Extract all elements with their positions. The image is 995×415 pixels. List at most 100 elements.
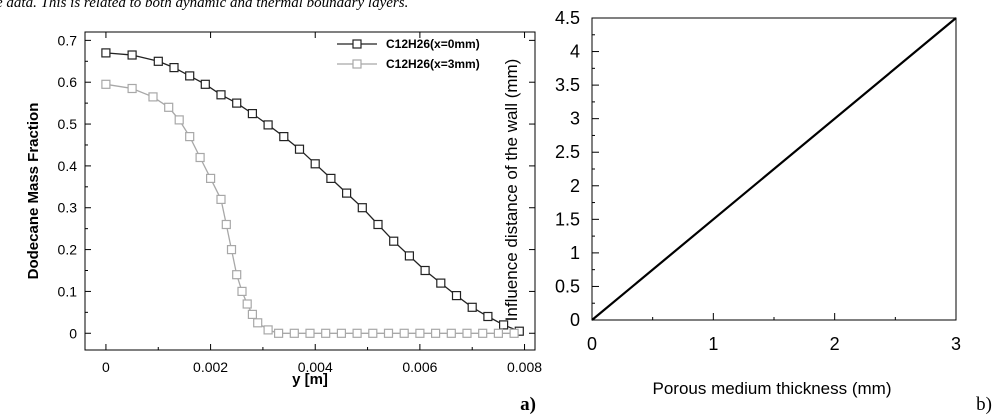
x-tick-label-a: 0 [102,359,110,375]
data-point-marker-a [294,144,305,154]
data-point-marker-a [185,71,195,81]
data-point-marker-a [127,83,137,94]
y-tick-label-b: 0 [570,310,580,330]
legend-label-a: C12H26(x=3mm) [386,57,480,71]
data-point-marker-a [263,120,273,130]
data-point-marker-a [226,245,237,255]
data-point-marker-a [373,219,383,230]
series-group-b [591,17,957,321]
plot-frame-a [84,31,536,351]
data-point-marker-a [342,188,352,198]
x-tick-label-a: 0.008 [507,359,542,375]
y-tick-label-b: 4.5 [555,8,580,28]
y-tick-label-b: 0.5 [555,276,580,296]
data-point-marker-a [415,328,425,338]
data-point-marker-a [509,328,519,338]
legend-marker-a [352,59,362,69]
data-point-marker-a [195,152,205,163]
chart-panel-b: 0 0.5 1 1.5 2 2.5 3 3.5 4 4.5 0 1 2 3 Porous medium … [502,8,992,415]
y-tick-label-b: 4 [570,42,580,62]
x-tick-label-b: 0 [587,334,597,354]
legend-marker-a [352,39,362,49]
data-point-marker-a [232,270,242,280]
y-tick-label-b: 3.5 [555,75,580,95]
x-tick-label-b: 2 [830,334,840,354]
data-point-marker-a [493,328,503,338]
data-point-marker-a [451,291,462,301]
data-point-marker-a [321,328,331,338]
y-tick-label-b: 1.5 [555,209,580,229]
y-tick-label-a: 0.2 [58,242,78,258]
legend-label-a: C12H26(x=0mm) [386,37,480,51]
data-point-marker-a [462,328,472,338]
data-point-marker-a [232,98,242,108]
x-ticks-b: 0 1 2 3 [587,313,961,354]
data-point-marker-a [216,90,226,100]
data-point-marker-a [174,115,184,125]
caption-fragment: e data. This is related to both dynamic … [0,0,408,11]
data-point-marker-a [289,328,299,338]
y-tick-label-a: 0 [69,325,77,341]
data-point-marker-a [389,236,399,246]
panel-label-b: b) [976,394,992,415]
data-point-marker-a [274,328,284,338]
data-point-marker-a [185,132,195,142]
data-point-marker-a [279,132,289,142]
y-tick-label-a: 0.4 [58,158,78,174]
data-point-marker-a [127,50,137,60]
series-line-a [105,52,520,332]
y-ticks-b: 0 0.5 1 1.5 2 2.5 3 3.5 4 4.5 [555,8,599,330]
data-point-marker-a [237,286,247,296]
x-tick-label-a: 0.006 [402,359,437,375]
data-point-marker-a [242,299,252,309]
y-tick-label-b: 2.5 [555,142,580,162]
data-point-marker-a [420,265,430,276]
panel-label-a: a) [520,394,536,415]
data-point-marker-a [101,79,111,89]
y-tick-label-b: 1 [570,243,580,263]
x-axis-label-a: y [m] [292,371,328,388]
y-tick-label-b: 3 [570,109,580,129]
data-point-marker-a [247,108,257,119]
y-tick-label-a: 0.7 [58,32,78,48]
data-point-marker-a [352,328,362,338]
y-tick-label-a: 0.3 [58,200,78,216]
data-point-marker-a [368,328,378,338]
y-ticks-a: 0 0.1 0.2 0.3 0.4 0.5 0.6 0.7 [58,32,535,341]
x-axis-label-b: Porous medium thickness (mm) [652,379,891,398]
data-point-marker-a [305,328,315,338]
data-point-marker-a [206,173,216,183]
chart-panel-a: 00.10.20.30.40.50.60.7 0 0.002 0.004 0.006 0… [25,31,542,415]
data-point-marker-a [148,92,158,102]
data-point-marker-a [216,194,226,204]
y-axis-label-b: Influence distance of the wall (mm) [502,59,521,322]
data-point-marker-a [164,102,174,112]
x-tick-label-b: 3 [951,334,961,354]
data-point-marker-a [247,309,257,319]
y-tick-label-a: 0.6 [58,74,78,90]
data-point-marker-a [336,328,346,338]
x-tick-label-a: 0.004 [298,359,333,375]
y-tick-label-a: 0.5 [58,116,78,132]
legend-a: C12H26(x=0mm) C12H26(x=3mm) [337,37,480,71]
series-line-b [591,17,957,321]
data-point-marker-a [101,48,111,58]
data-point-marker-a [383,328,394,338]
x-ticks-a: 0 0.002 0.004 0.006 0.008 [102,32,542,375]
data-point-marker-a [326,173,336,183]
data-point-marker-a [446,328,456,338]
data-point-marker-a [399,328,409,338]
y-axis-label-a: Dodecane Mass Fraction [25,103,42,280]
data-point-marker-a [169,62,179,73]
x-tick-label-b: 1 [708,334,718,354]
data-point-marker-a [499,320,509,330]
data-point-marker-a [153,56,163,66]
data-point-marker-a [483,311,493,322]
data-point-marker-a [221,219,231,230]
data-point-marker-a [436,278,446,288]
data-point-marker-a [263,325,273,335]
series-group-a [101,48,524,338]
data-point-marker-a [357,203,367,213]
data-point-marker-a [431,328,441,338]
